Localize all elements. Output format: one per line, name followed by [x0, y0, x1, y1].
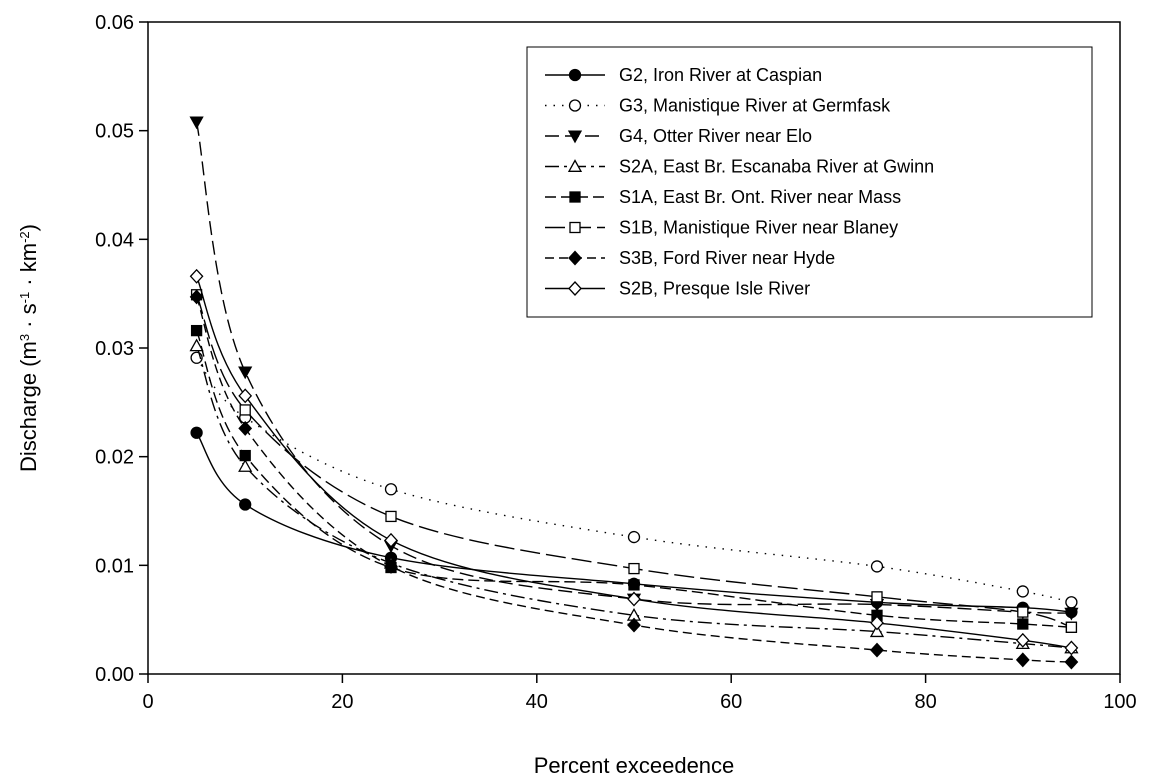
data-point: [1064, 640, 1079, 656]
data-point: [870, 615, 884, 631]
y-tick-label: 0.03: [95, 338, 134, 360]
series-layer: [189, 116, 1079, 670]
data-point: [384, 483, 398, 496]
legend-item: G3, Manistique River at Germfask: [545, 96, 891, 116]
legend-marker: [567, 159, 583, 172]
data-point: [189, 338, 204, 352]
legend-label: S3B, Ford River near Hyde: [619, 248, 835, 268]
data-point: [1015, 652, 1030, 668]
x-tick-label: 100: [1103, 691, 1136, 713]
y-tick-label: 0.05: [95, 121, 134, 143]
data-point: [384, 532, 398, 548]
y-tick-label: 0.01: [95, 555, 134, 577]
y-tick-label: 0.00: [95, 664, 134, 686]
data-point: [870, 642, 884, 658]
x-tick-label: 60: [720, 691, 742, 713]
legend-marker: [567, 130, 583, 144]
data-point: [627, 591, 641, 607]
legend: G2, Iron River at Caspian G3, Manistique …: [526, 46, 1093, 318]
legend-item: S3B, Ford River near Hyde: [545, 248, 835, 268]
data-point: [190, 324, 203, 337]
series-line: [196, 357, 1072, 603]
data-point: [870, 560, 884, 573]
data-point: [1065, 596, 1078, 609]
data-point: [190, 426, 203, 439]
legend-label: G3, Manistique River at Germfask: [619, 96, 891, 116]
data-point: [1064, 654, 1079, 670]
legend-item: S2A, East Br. Escanaba River at Gwinn: [545, 157, 934, 177]
legend-label: G4, Otter River near Elo: [619, 126, 812, 146]
legend-label: S1A, East Br. Ont. River near Mass: [619, 187, 901, 207]
y-axis-title: Discharge (m3 · s-1 · km-2): [16, 224, 41, 472]
y-tick-label: 0.06: [95, 12, 134, 34]
data-point: [1015, 632, 1030, 648]
legend-item: G2, Iron River at Caspian: [545, 65, 822, 85]
series-line: [195, 294, 1072, 628]
data-point: [627, 617, 641, 633]
legend-item: S1B, Manistique River near Blaney: [545, 218, 898, 238]
data-point: [238, 366, 253, 380]
series-line: [195, 121, 1072, 614]
legend-marker: [568, 68, 582, 82]
legend-item: S2B, Presque Isle River: [545, 279, 810, 299]
legend-marker: [568, 281, 582, 296]
data-point: [189, 289, 204, 305]
series-4: [190, 324, 1078, 633]
data-point: [1017, 618, 1029, 630]
data-point: [628, 579, 640, 591]
axes: 0 20 40 60 80 100 0.00 0.01 0.02 0.03 0.04 0.05 0.06: [95, 12, 1137, 713]
data-point: [189, 268, 204, 284]
x-tick-label: 20: [331, 691, 353, 713]
x-tick-label: 80: [914, 691, 936, 713]
legend-label: S2A, East Br. Escanaba River at Gwinn: [619, 157, 934, 177]
data-point: [238, 388, 253, 404]
legend-label: S2B, Presque Isle River: [619, 279, 810, 299]
data-point: [239, 449, 251, 462]
y-tick-label: 0.04: [95, 229, 134, 251]
series-5: [190, 289, 1078, 633]
x-axis-title: Percent exceedence: [534, 753, 735, 778]
data-point: [238, 459, 253, 472]
legend-marker: [568, 250, 582, 266]
x-tick-label: 40: [526, 691, 548, 713]
data-point: [1065, 621, 1078, 633]
legend-marker: [569, 191, 581, 203]
legend-item: S1A, East Br. Ont. River near Mass: [545, 187, 901, 207]
data-point: [1016, 585, 1029, 598]
data-point: [1064, 607, 1079, 621]
legend-label: G2, Iron River at Caspian: [619, 65, 822, 85]
data-point: [238, 420, 253, 436]
series-6: [189, 289, 1079, 670]
data-point: [628, 562, 640, 575]
data-point: [1017, 606, 1029, 618]
data-point: [239, 498, 252, 511]
legend-item: G4, Otter River near Elo: [545, 126, 812, 146]
legend-box: [526, 46, 1093, 318]
data-point: [871, 591, 883, 603]
x-tick-label: 0: [142, 691, 153, 713]
data-point: [239, 404, 251, 416]
data-point: [189, 116, 204, 130]
series-7: [189, 268, 1079, 656]
legend-marker: [568, 99, 582, 112]
y-tick-label: 0.02: [95, 447, 134, 469]
data-point: [627, 530, 641, 544]
data-point: [869, 624, 885, 638]
data-point: [385, 510, 397, 523]
data-point: [384, 558, 398, 574]
series-line: [195, 345, 1072, 649]
legend-label: S1B, Manistique River near Blaney: [619, 218, 898, 238]
legend-marker: [569, 221, 581, 234]
